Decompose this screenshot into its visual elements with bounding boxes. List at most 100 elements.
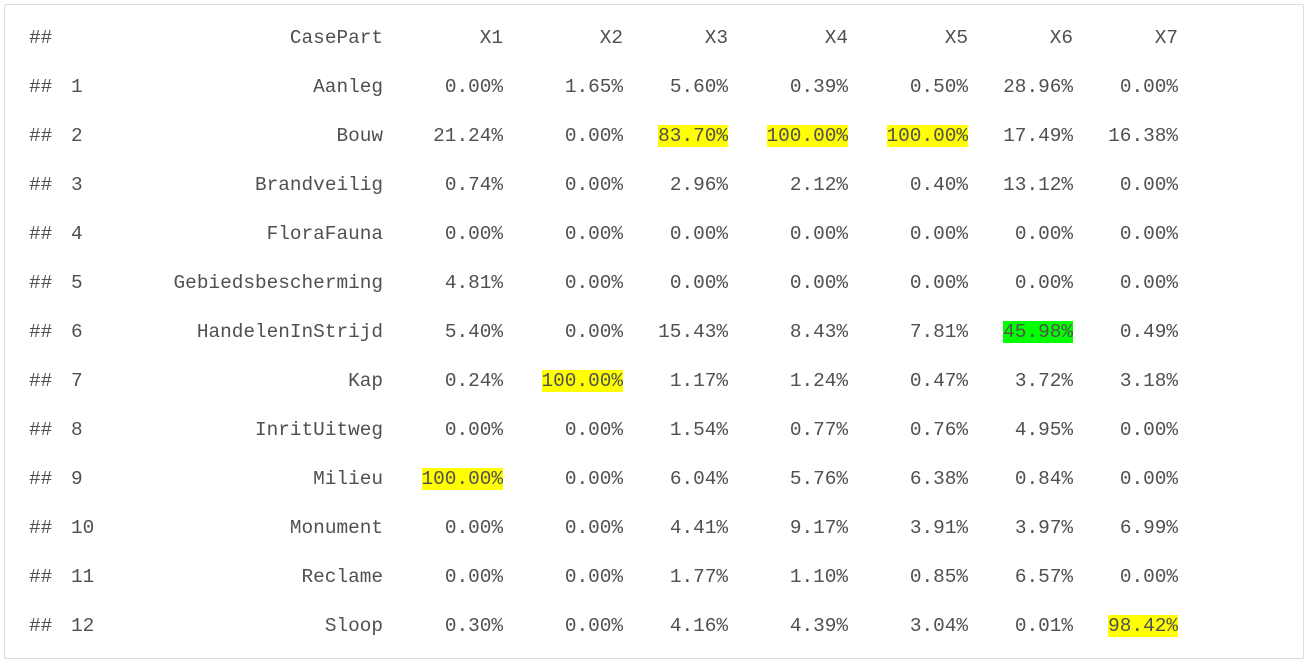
row-index: 5 [71,272,83,294]
highlighted-cell-yellow: 100.00% [541,366,623,396]
table-cell-value: 15.43% [658,317,728,347]
cell-text: 5.60% [669,76,728,98]
table-cell-value: 7.81% [910,317,968,347]
table-cell-value: 8.43% [790,317,848,347]
highlighted-cell-yellow: 100.00% [886,121,968,151]
table-cell-value: 0.00% [565,121,623,151]
table-cell-value: 28.96% [1003,72,1073,102]
table-cell-value: 0.00% [565,317,623,347]
table-row: ## 5 Gebiedsbescherming 4.81% 0.00% 0.00% 0.00… [5,268,1303,298]
table-cell-value: 0.49% [1120,317,1178,347]
cell-text: 0.00% [1119,419,1178,441]
row-name: Monument [289,517,383,539]
cell-text: 0.00% [564,468,623,490]
table-cell-value: 4.41% [670,513,728,543]
table-row: ## 8 InritUitweg 0.00% 0.00% 1.54% 0.77% 0.76% 4… [5,415,1303,445]
highlighted-cell-yellow: 100.00% [421,464,503,494]
table-cell-value: 0.00% [1120,464,1178,494]
table-cell-value: 0.00% [445,562,503,592]
column-header-x6: X6 [1049,27,1073,49]
cell-text: 0.84% [1014,468,1073,490]
cell-text: 6.38% [909,468,968,490]
table-cell-value: 21.24% [433,121,503,151]
table-cell-value: 13.12% [1003,170,1073,200]
table-row: ## 10 Monument 0.00% 0.00% 4.41% 9.17% 3.91% 3.9… [5,513,1303,543]
cell-text: 0.00% [444,419,503,441]
column-header-x4: X4 [824,27,848,49]
table-cell-value: 0.00% [1015,268,1073,298]
cell-text: 28.96% [1003,76,1073,98]
cell-text: 5.40% [444,321,503,343]
line-prefix: ## [29,125,53,147]
cell-text: 3.97% [1014,517,1073,539]
table-cell-value: 0.00% [565,513,623,543]
table-cell-value: 3.04% [910,611,968,641]
cell-text: 21.24% [433,125,503,147]
cell-text: 2.96% [669,174,728,196]
table-cell-value: 0.00% [565,170,623,200]
cell-text: 0.00% [444,223,503,245]
row-index: 7 [71,370,83,392]
table-cell-value: 17.49% [1003,121,1073,151]
table-cell-value: 0.00% [1120,268,1178,298]
row-name: Milieu [313,468,383,490]
cell-text: 0.00% [1014,223,1073,245]
row-index: 3 [71,174,83,196]
row-name: Gebiedsbescherming [173,272,383,294]
cell-text: 0.40% [909,174,968,196]
row-name: Kap [348,370,383,392]
table-cell-value: 0.00% [565,611,623,641]
table-cell-value: 1.17% [670,366,728,396]
row-index: 6 [71,321,83,343]
column-header-x5: X5 [944,27,968,49]
table-cell-value: 0.30% [445,611,503,641]
cell-text: 4.41% [669,517,728,539]
cell-text: 100.00% [766,125,848,147]
table-cell-value: 5.40% [445,317,503,347]
cell-text: 6.57% [1014,566,1073,588]
cell-text: 0.00% [564,272,623,294]
row-name: InritUitweg [255,419,383,441]
cell-text: 13.12% [1003,174,1073,196]
row-index: 8 [71,419,83,441]
table-cell-value: 1.54% [670,415,728,445]
line-prefix: ## [29,615,53,637]
cell-text: 15.43% [658,321,728,343]
cell-text: 2.12% [789,174,848,196]
cell-text: 0.00% [1119,76,1178,98]
cell-text: 0.00% [444,76,503,98]
cell-text: 0.00% [909,223,968,245]
cell-text: 0.00% [564,223,623,245]
cell-text: 4.39% [789,615,848,637]
cell-text: 7.81% [909,321,968,343]
highlighted-cell-green: 45.98% [1003,317,1073,347]
table-cell-value: 0.00% [910,268,968,298]
cell-text: 0.00% [564,615,623,637]
table-cell-value: 0.00% [1120,72,1178,102]
cell-text: 1.10% [789,566,848,588]
table-cell-value: 4.39% [790,611,848,641]
cell-text: 0.74% [444,174,503,196]
table-cell-value: 1.77% [670,562,728,592]
cell-text: 0.49% [1119,321,1178,343]
table-cell-value: 3.18% [1120,366,1178,396]
table-cell-value: 4.81% [445,268,503,298]
row-index: 9 [71,468,83,490]
cell-text: 0.00% [564,174,623,196]
row-name: Aanleg [313,76,383,98]
table-cell-value: 0.01% [1015,611,1073,641]
table-cell-value: 0.00% [1120,562,1178,592]
line-prefix: ## [29,272,53,294]
table-cell-value: 0.50% [910,72,968,102]
highlighted-cell-yellow: 100.00% [766,121,848,151]
cell-text: 98.42% [1108,615,1178,637]
cell-text: 0.00% [444,517,503,539]
table-cell-value: 0.39% [790,72,848,102]
cell-text: 0.00% [1119,566,1178,588]
cell-text: 0.00% [1119,223,1178,245]
cell-text: 17.49% [1003,125,1073,147]
highlighted-cell-yellow: 98.42% [1108,611,1178,641]
row-index: 2 [71,125,83,147]
cell-text: 1.24% [789,370,848,392]
table-cell-value: 6.04% [670,464,728,494]
